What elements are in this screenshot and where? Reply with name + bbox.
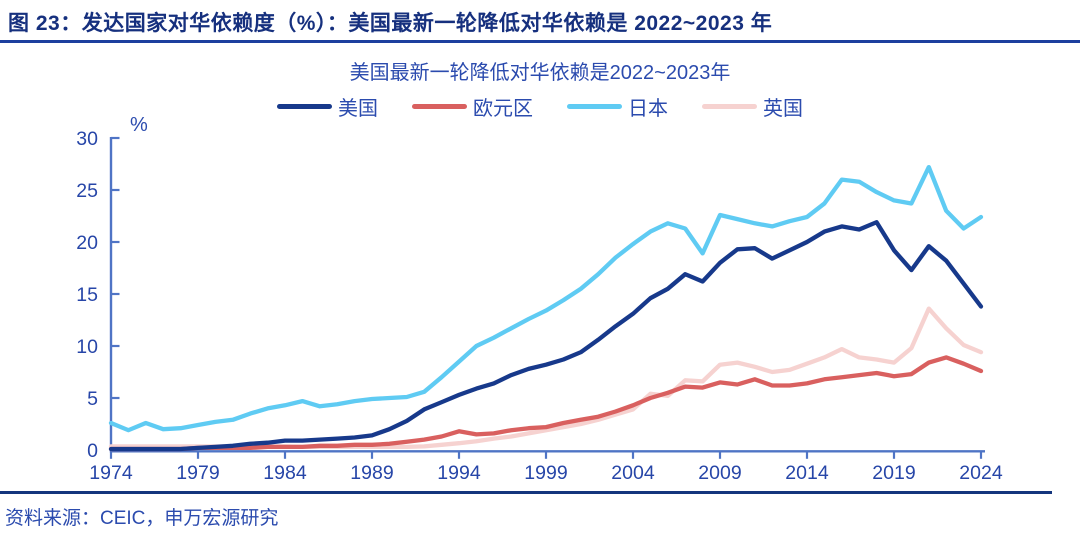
y-tick-label: 5 <box>87 388 98 410</box>
x-tick-label: 2019 <box>872 462 915 484</box>
legend-label-uk: 英国 <box>763 98 803 120</box>
chart-legend: 美国 欧元区 日本 英国 <box>0 92 1080 121</box>
title-underline <box>0 40 1080 43</box>
series-line-us <box>108 220 984 452</box>
y-tick-label: 25 <box>76 180 98 202</box>
bottom-divider <box>0 491 1052 494</box>
legend-swatch-japan <box>567 104 622 109</box>
legend-item-us: 美国 <box>277 92 378 121</box>
legend-label-us: 美国 <box>338 98 378 120</box>
x-tick-label: 1974 <box>89 462 133 484</box>
x-tick-label: 1999 <box>524 462 567 484</box>
legend-label-japan: 日本 <box>628 98 668 120</box>
chart-subtitle: 美国最新一轮降低对华依赖是2022~2023年 <box>349 62 731 84</box>
x-tick-label: 1989 <box>350 462 393 484</box>
legend-swatch-eurozone <box>412 104 467 109</box>
legend-item-eurozone: 欧元区 <box>412 92 533 121</box>
y-axis-unit-label: % <box>130 114 148 136</box>
x-tick-label: 2014 <box>785 462 829 484</box>
series-line-eurozone <box>108 355 984 452</box>
x-tick-label: 1984 <box>263 462 307 484</box>
x-tick-label: 2009 <box>698 462 741 484</box>
legend-item-uk: 英国 <box>702 92 803 121</box>
x-tick-label: 1994 <box>437 462 481 484</box>
source-note: 资料来源：CEIC，申万宏源研究 <box>5 508 279 529</box>
y-tick-label: 10 <box>76 336 98 358</box>
x-tick-label: 2004 <box>611 462 655 484</box>
x-tick-label: 1979 <box>176 462 219 484</box>
y-tick-label: 30 <box>76 128 98 150</box>
legend-item-japan: 日本 <box>567 92 668 121</box>
y-tick-label: 15 <box>76 284 98 306</box>
figure-title: 图 23：发达国家对华依赖度（%）：美国最新一轮降低对华依赖是 2022~202… <box>8 12 773 35</box>
legend-label-eurozone: 欧元区 <box>473 98 533 120</box>
y-tick-label: 20 <box>76 232 98 254</box>
legend-swatch-uk <box>702 104 757 109</box>
x-tick-label: 2024 <box>959 462 1003 484</box>
legend-swatch-us <box>277 104 332 109</box>
y-tick-label: 0 <box>87 440 98 462</box>
series-line-japan <box>108 164 984 433</box>
